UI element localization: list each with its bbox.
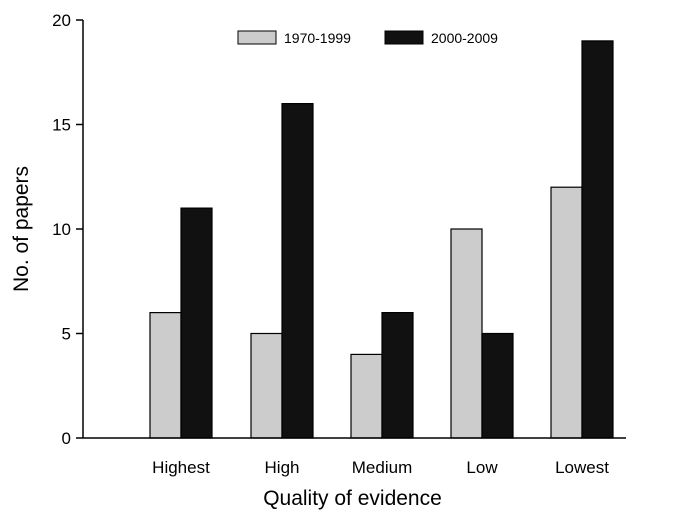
- bar-low-1970-1999: [450, 228, 483, 439]
- legend-label-2000-2009: 2000-2009: [431, 30, 498, 46]
- legend-swatch-1970-1999: [237, 30, 277, 45]
- y-tick-label: 0: [62, 429, 71, 448]
- bar-lowest-1970-1999: [550, 186, 583, 439]
- bar-low-2000-2009: [481, 332, 514, 439]
- bar-lowest-2000-2009: [581, 40, 614, 439]
- bars: [149, 40, 614, 439]
- bar-highest-2000-2009: [180, 207, 213, 439]
- x-tick-label-lowest: Lowest: [555, 458, 609, 477]
- bar-high-2000-2009: [281, 102, 314, 439]
- bar-medium-1970-1999: [350, 353, 383, 439]
- x-tick-label-low: Low: [466, 458, 498, 477]
- x-tick-label-highest: Highest: [152, 458, 210, 477]
- x-tick-label-medium: Medium: [352, 458, 412, 477]
- x-tick-label-high: High: [265, 458, 300, 477]
- y-ticks: 0 5 10 15 20: [52, 11, 83, 448]
- y-tick-label: 20: [52, 11, 71, 30]
- legend: 1970-1999 2000-2009: [237, 30, 498, 46]
- y-tick-label: 10: [52, 220, 71, 239]
- x-tick-labels: Highest High Medium Low Lowest: [152, 458, 609, 477]
- bar-highest-1970-1999: [149, 312, 182, 439]
- legend-label-1970-1999: 1970-1999: [284, 30, 351, 46]
- bar-medium-2000-2009: [381, 312, 414, 439]
- y-axis-title: No. of papers: [10, 166, 33, 292]
- y-tick-label: 15: [52, 116, 71, 135]
- y-tick-label: 5: [62, 325, 71, 344]
- legend-swatch-2000-2009: [384, 30, 424, 45]
- bar-high-1970-1999: [250, 332, 283, 439]
- x-axis-title: Quality of evidence: [263, 487, 442, 510]
